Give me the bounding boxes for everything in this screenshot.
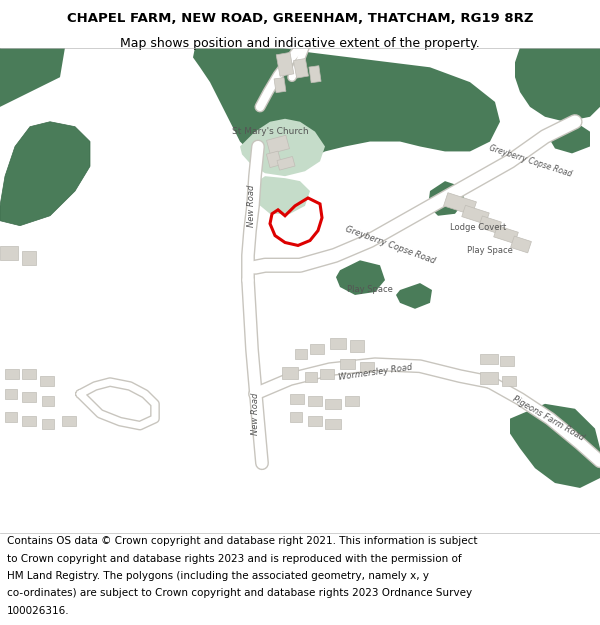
Text: Lodge Covert: Lodge Covert bbox=[450, 223, 506, 232]
Polygon shape bbox=[502, 376, 516, 386]
Polygon shape bbox=[330, 338, 346, 349]
Polygon shape bbox=[5, 389, 17, 399]
Polygon shape bbox=[0, 48, 65, 107]
Polygon shape bbox=[240, 119, 325, 176]
Polygon shape bbox=[336, 260, 385, 295]
Polygon shape bbox=[295, 349, 307, 359]
Polygon shape bbox=[0, 246, 18, 260]
Polygon shape bbox=[274, 78, 286, 92]
Text: Greyberry Copse Road: Greyberry Copse Road bbox=[488, 144, 572, 179]
Text: to Crown copyright and database rights 2023 and is reproduced with the permissio: to Crown copyright and database rights 2… bbox=[7, 554, 462, 564]
Polygon shape bbox=[266, 135, 289, 154]
Polygon shape bbox=[462, 205, 489, 224]
Polygon shape bbox=[345, 396, 359, 406]
Polygon shape bbox=[500, 356, 514, 366]
Text: Wormersley Road: Wormersley Road bbox=[337, 362, 413, 382]
Polygon shape bbox=[310, 344, 324, 354]
Polygon shape bbox=[305, 372, 317, 382]
Polygon shape bbox=[396, 283, 432, 309]
Text: Map shows position and indicative extent of the property.: Map shows position and indicative extent… bbox=[120, 37, 480, 50]
Polygon shape bbox=[479, 216, 502, 233]
Polygon shape bbox=[548, 122, 590, 153]
Polygon shape bbox=[0, 122, 90, 226]
Polygon shape bbox=[494, 226, 518, 244]
Polygon shape bbox=[350, 341, 364, 352]
Polygon shape bbox=[340, 359, 355, 369]
Polygon shape bbox=[277, 156, 295, 170]
Polygon shape bbox=[290, 412, 302, 422]
Polygon shape bbox=[40, 376, 54, 386]
Polygon shape bbox=[443, 192, 476, 215]
Polygon shape bbox=[428, 181, 465, 216]
Polygon shape bbox=[480, 372, 498, 384]
Polygon shape bbox=[22, 392, 36, 402]
Polygon shape bbox=[276, 52, 294, 76]
Text: HM Land Registry. The polygons (including the associated geometry, namely x, y: HM Land Registry. The polygons (includin… bbox=[7, 571, 429, 581]
Polygon shape bbox=[22, 251, 36, 265]
Polygon shape bbox=[62, 416, 76, 426]
Text: co-ordinates) are subject to Crown copyright and database rights 2023 Ordnance S: co-ordinates) are subject to Crown copyr… bbox=[7, 588, 472, 598]
Polygon shape bbox=[360, 362, 374, 372]
Text: Pigeons Farm Road: Pigeons Farm Road bbox=[511, 394, 586, 443]
Polygon shape bbox=[22, 416, 36, 426]
Polygon shape bbox=[282, 368, 298, 379]
Polygon shape bbox=[309, 66, 321, 82]
Polygon shape bbox=[325, 419, 341, 429]
Polygon shape bbox=[510, 404, 600, 488]
Polygon shape bbox=[266, 151, 281, 168]
Text: St Mary's Church: St Mary's Church bbox=[232, 127, 308, 136]
Polygon shape bbox=[22, 369, 36, 379]
Polygon shape bbox=[320, 369, 334, 379]
Text: Play Space: Play Space bbox=[347, 286, 393, 294]
Text: Contains OS data © Crown copyright and database right 2021. This information is : Contains OS data © Crown copyright and d… bbox=[7, 536, 478, 546]
Polygon shape bbox=[290, 394, 304, 404]
Polygon shape bbox=[42, 396, 54, 406]
Text: CHAPEL FARM, NEW ROAD, GREENHAM, THATCHAM, RG19 8RZ: CHAPEL FARM, NEW ROAD, GREENHAM, THATCHA… bbox=[67, 12, 533, 25]
Text: 100026316.: 100026316. bbox=[7, 606, 70, 616]
Text: Play Space: Play Space bbox=[467, 246, 513, 255]
Polygon shape bbox=[255, 176, 310, 214]
Polygon shape bbox=[293, 59, 308, 78]
Polygon shape bbox=[480, 354, 498, 364]
Text: New Road: New Road bbox=[251, 392, 260, 435]
Polygon shape bbox=[540, 48, 600, 82]
Polygon shape bbox=[325, 399, 341, 409]
Polygon shape bbox=[511, 236, 532, 253]
Polygon shape bbox=[42, 419, 54, 429]
Polygon shape bbox=[5, 369, 19, 379]
Polygon shape bbox=[515, 48, 600, 122]
Text: New Road: New Road bbox=[248, 184, 257, 227]
Text: Greyberry Copse Road: Greyberry Copse Road bbox=[344, 225, 436, 266]
Polygon shape bbox=[193, 48, 500, 166]
Polygon shape bbox=[5, 412, 17, 422]
Polygon shape bbox=[308, 416, 322, 426]
Polygon shape bbox=[308, 396, 322, 406]
